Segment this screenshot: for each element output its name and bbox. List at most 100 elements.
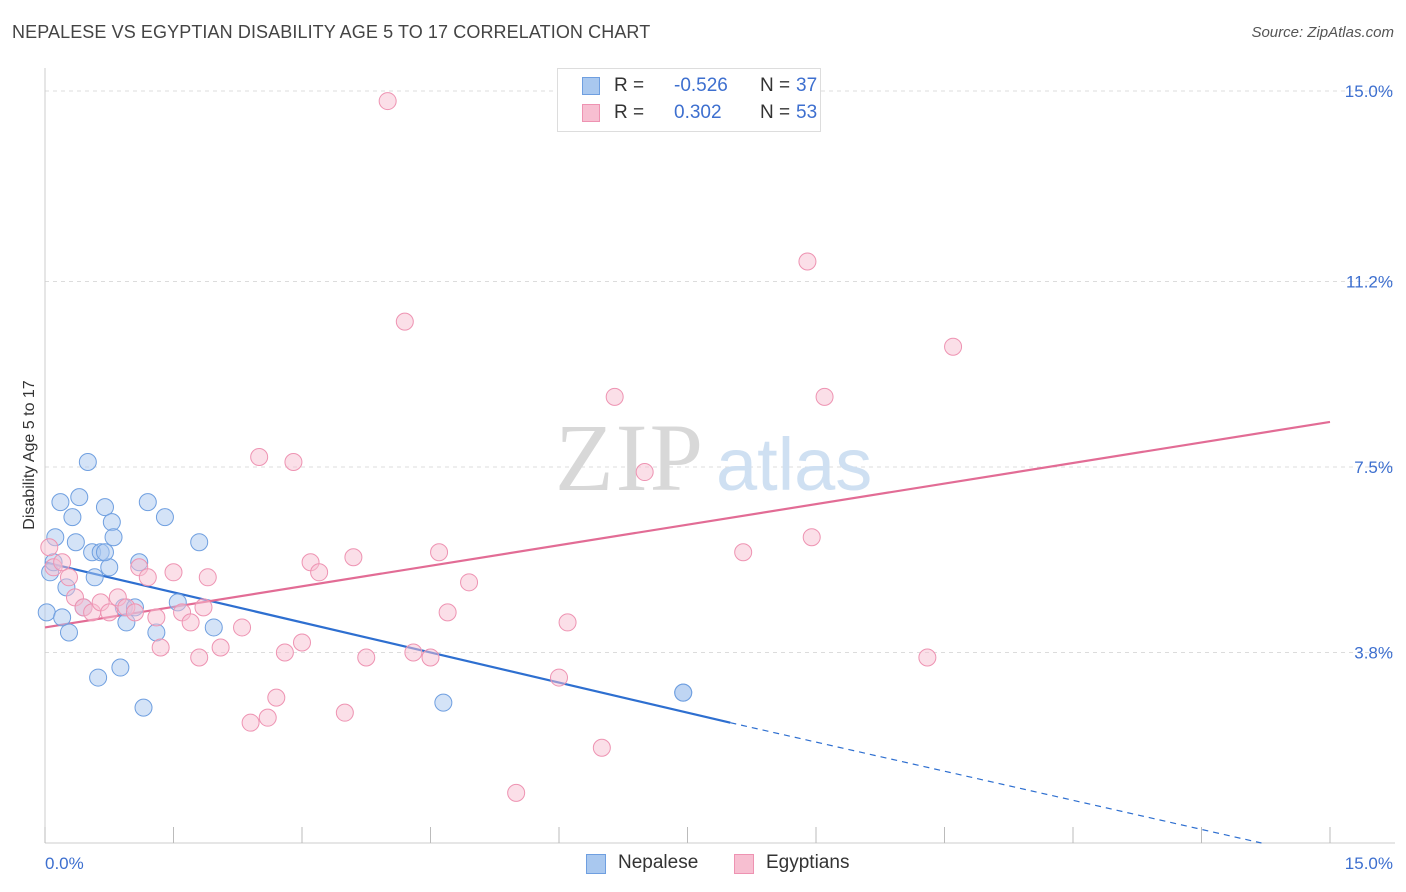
egyptians-point — [395, 312, 414, 331]
egyptians-point — [293, 633, 311, 652]
nepalese-point — [85, 568, 104, 587]
egyptians-point — [250, 447, 269, 466]
r-value: 0.302 — [674, 102, 722, 123]
grid-lines — [45, 90, 1395, 654]
r-label: R = — [614, 75, 645, 96]
egyptians-trend-line — [44, 420, 1331, 629]
nepalese-legend-swatch — [586, 854, 606, 874]
legend-label-egyptians: Egyptians — [766, 852, 850, 873]
egyptians-point — [460, 573, 479, 592]
egyptians-point — [138, 568, 157, 587]
x-tick-label: 15.0% — [1345, 854, 1393, 873]
nepalese-point — [95, 543, 114, 562]
y-tick-label: 11.2% — [1346, 273, 1393, 292]
egyptians-point — [344, 548, 363, 567]
y-tick-label: 7.5% — [1354, 458, 1393, 477]
egyptians-point — [507, 783, 526, 802]
egyptians-point — [605, 387, 624, 406]
egyptians-point — [357, 648, 376, 667]
egyptians-point — [198, 568, 217, 587]
nepalese-point — [104, 528, 123, 547]
egyptians-point — [558, 613, 577, 632]
nepalese-point — [89, 668, 108, 687]
egyptians-point — [734, 543, 753, 562]
egyptians-point — [802, 528, 821, 547]
egyptians-point — [421, 648, 440, 667]
egyptians-point — [190, 648, 209, 667]
nepalese-trend-extension — [730, 722, 1262, 844]
egyptians-point — [125, 603, 144, 622]
source-label: Source: ZipAtlas.com — [1251, 24, 1394, 41]
egyptians-point — [233, 618, 252, 637]
n-value: 53 — [796, 102, 818, 123]
nepalese-point — [138, 493, 157, 512]
r-value: -0.526 — [674, 75, 728, 96]
egyptians-point — [267, 688, 286, 707]
nepalese-point — [95, 498, 114, 517]
nepalese-point — [134, 698, 153, 717]
legend-label-nepalese: Nepalese — [618, 852, 699, 873]
nepalese-point — [53, 608, 72, 627]
n-label: N = — [760, 75, 791, 96]
egyptians-point — [181, 613, 200, 632]
y-tick-label: 15.0% — [1345, 82, 1393, 101]
nepalese-point — [66, 533, 85, 552]
nepalese-trend-line — [44, 561, 731, 724]
egyptians-point — [550, 668, 568, 687]
egyptians-point — [40, 538, 59, 557]
nepalese-swatch — [582, 77, 600, 95]
axes — [44, 68, 1395, 844]
egyptians-point — [194, 598, 213, 617]
egyptians-point — [164, 563, 183, 582]
egyptians-point — [335, 703, 354, 722]
egyptians-point — [798, 252, 817, 271]
nepalese-point — [100, 558, 119, 577]
egyptians-point — [404, 643, 423, 662]
egyptians-point — [815, 387, 834, 406]
egyptians-point — [53, 553, 72, 572]
egyptians-legend-swatch — [734, 854, 754, 874]
n-label: N = — [760, 102, 791, 123]
nepalese-point — [147, 623, 166, 642]
n-value: 37 — [796, 75, 818, 96]
egyptians-point — [635, 463, 654, 482]
nepalese-point — [59, 623, 78, 642]
watermark-zip: ZIP — [555, 404, 705, 511]
egyptians-swatch — [582, 104, 600, 122]
nepalese-point — [674, 683, 693, 702]
egyptians-point — [378, 92, 397, 111]
stats-legend: R = -0.526 N = 37 R = 0.302 N = 53 — [557, 68, 821, 132]
nepalese-point — [70, 488, 89, 507]
nepalese-point — [102, 513, 121, 532]
egyptians-point — [100, 603, 119, 622]
nepalese-point — [190, 533, 209, 552]
x-tick-label: 0.0% — [45, 854, 84, 873]
data-points — [37, 92, 963, 802]
egyptians-point — [430, 543, 449, 562]
nepalese-point — [37, 603, 56, 622]
nepalese-point — [434, 693, 453, 712]
egyptians-point — [151, 638, 170, 657]
watermark: ZIP atlas — [555, 404, 872, 511]
chart-title: NEPALESE VS EGYPTIAN DISABILITY AGE 5 TO… — [12, 22, 651, 42]
egyptians-point — [241, 713, 260, 732]
nepalese-point — [63, 508, 82, 527]
egyptians-point — [211, 638, 230, 657]
egyptians-point — [438, 603, 457, 622]
egyptians-point — [275, 643, 294, 662]
nepalese-point — [204, 618, 223, 637]
egyptians-point — [944, 337, 963, 356]
trend-lines — [44, 420, 1331, 844]
watermark-atlas: atlas — [716, 423, 872, 506]
egyptians-point — [310, 563, 329, 582]
nepalese-point — [111, 658, 130, 677]
nepalese-point — [78, 453, 97, 472]
nepalese-point — [51, 493, 70, 512]
egyptians-point — [284, 453, 303, 472]
tick-labels: 3.8% 7.5% 11.2% 15.0% 0.0% 15.0% — [45, 82, 1393, 873]
egyptians-point — [592, 738, 611, 757]
egyptians-point — [258, 708, 277, 727]
egyptians-point — [59, 568, 78, 587]
series-legend: Nepalese Egyptians — [0, 852, 1406, 876]
